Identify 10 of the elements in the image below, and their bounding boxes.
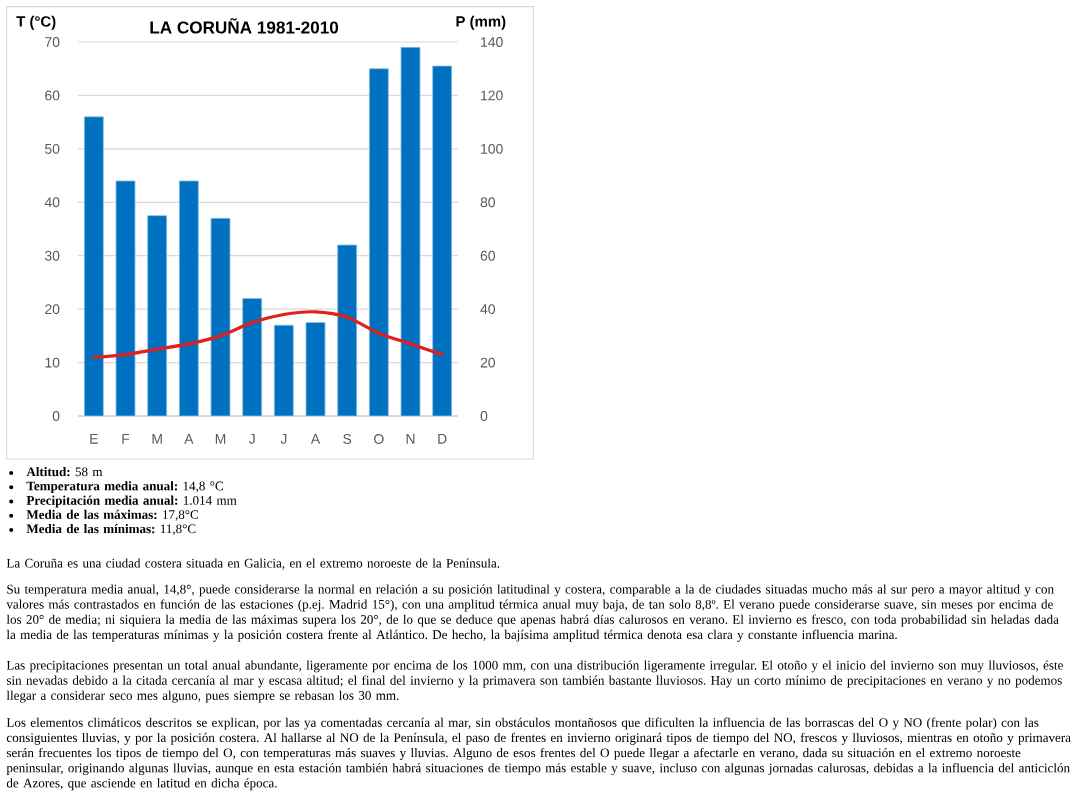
chart-title: LA CORUÑA 1981-2010 [150, 18, 339, 34]
bar [273, 324, 294, 417]
bar [178, 180, 199, 417]
bar [242, 298, 263, 417]
bar [147, 215, 168, 417]
bar [337, 244, 358, 417]
bar [432, 65, 453, 417]
bar [83, 116, 104, 417]
line-series [92, 310, 444, 359]
bar [368, 68, 389, 417]
